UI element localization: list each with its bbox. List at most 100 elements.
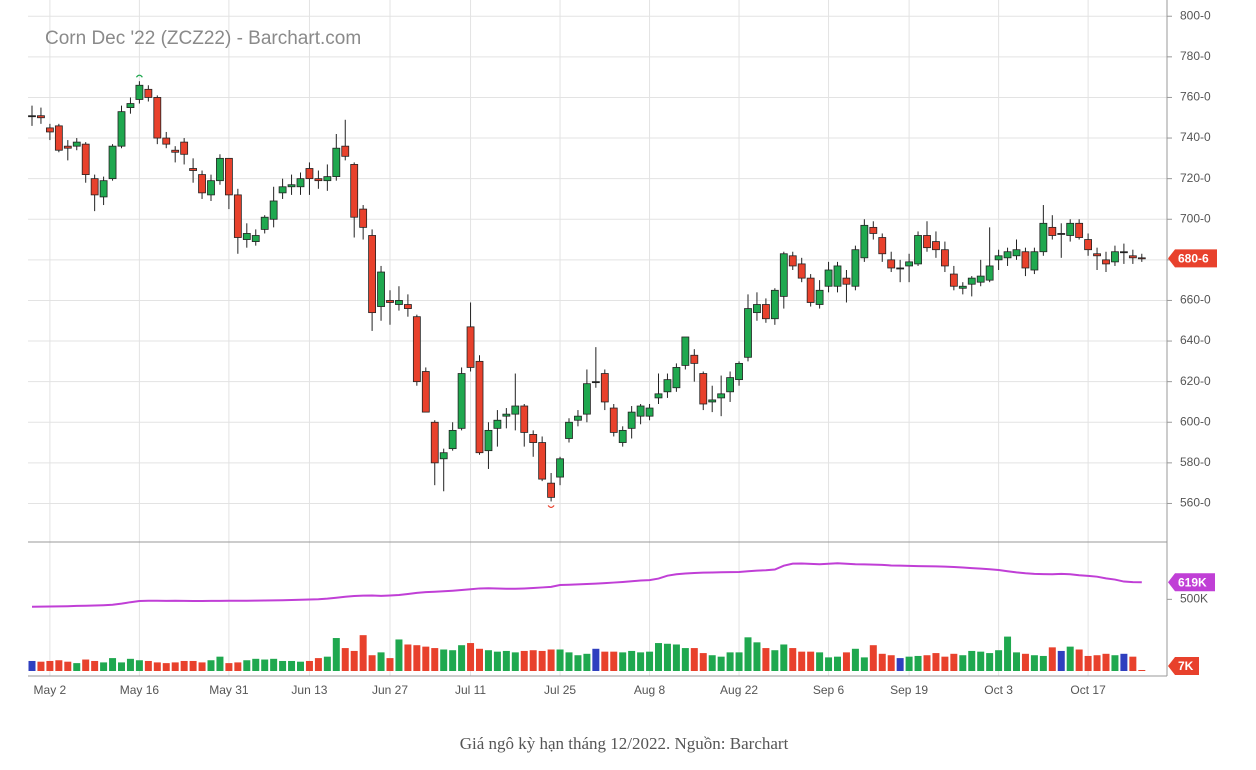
candle-body bbox=[797, 263, 806, 279]
volume-bar bbox=[252, 658, 260, 671]
volume-bar bbox=[153, 662, 161, 671]
candle-body bbox=[180, 141, 189, 155]
candle-body bbox=[627, 411, 636, 429]
candle-body bbox=[726, 377, 734, 393]
candle-body bbox=[609, 407, 618, 433]
volume-bar bbox=[565, 652, 573, 671]
volume-bar bbox=[878, 653, 886, 671]
volume-bar bbox=[64, 661, 72, 671]
candle-body bbox=[368, 235, 377, 314]
candle-body bbox=[251, 235, 260, 242]
candle-body bbox=[905, 261, 913, 267]
volume-bar bbox=[126, 658, 134, 671]
volume-bar bbox=[771, 650, 779, 671]
volume-bar bbox=[834, 656, 841, 671]
volume-bar bbox=[735, 652, 743, 671]
y-tick-label: 640-0 bbox=[1180, 333, 1211, 347]
candle-body bbox=[672, 367, 681, 389]
caption: Giá ngô kỳ hạn tháng 12/2022. Nguồn: Bar… bbox=[460, 734, 789, 753]
volume-bar bbox=[332, 638, 340, 671]
volume-bar bbox=[896, 658, 904, 671]
candle-body bbox=[502, 413, 511, 417]
candle-body bbox=[269, 200, 278, 220]
low-marker bbox=[547, 505, 555, 509]
price-tag-label: 680-6 bbox=[1178, 251, 1209, 265]
candle-body bbox=[1102, 259, 1110, 265]
volume-bar bbox=[1004, 636, 1012, 671]
candle-body bbox=[1039, 222, 1048, 253]
y-tick-label: 660-0 bbox=[1180, 293, 1211, 307]
volume-bar bbox=[413, 645, 421, 671]
candle-body bbox=[412, 316, 421, 383]
volume-bar bbox=[610, 651, 618, 671]
candle-body bbox=[278, 186, 287, 194]
volume-bar bbox=[646, 651, 654, 671]
candle-body bbox=[529, 434, 538, 443]
candle-body bbox=[135, 84, 144, 100]
candle-body bbox=[645, 407, 654, 417]
candle-body bbox=[878, 237, 887, 255]
candle-body bbox=[788, 255, 797, 267]
volume-bar bbox=[574, 655, 582, 671]
candle-body bbox=[1075, 222, 1084, 238]
volume-bar bbox=[171, 662, 179, 671]
candle-body bbox=[475, 360, 484, 454]
volume-bar bbox=[216, 656, 224, 671]
volume-bar bbox=[82, 659, 90, 671]
volume-bar bbox=[869, 645, 877, 671]
candle-body bbox=[395, 300, 403, 305]
volume-bar bbox=[681, 648, 689, 671]
candle-body bbox=[547, 482, 555, 498]
candle-body bbox=[350, 164, 359, 218]
volume-bar bbox=[341, 648, 349, 671]
volume-bar bbox=[529, 650, 537, 671]
volume-bar bbox=[637, 652, 645, 671]
candle-body bbox=[941, 249, 949, 267]
candle-body bbox=[994, 255, 1003, 261]
candle-body bbox=[242, 233, 251, 240]
candle-body bbox=[189, 168, 198, 171]
volume-bar bbox=[753, 642, 761, 671]
volume-bar bbox=[46, 660, 54, 671]
volume-bar bbox=[887, 655, 895, 671]
volume-bar bbox=[100, 662, 108, 671]
candle-body bbox=[1048, 226, 1057, 236]
candle-body bbox=[81, 143, 90, 175]
volume-bar bbox=[1021, 653, 1029, 671]
candle-body bbox=[28, 115, 36, 118]
x-tick-label: Jun 27 bbox=[372, 683, 408, 697]
volume-bar bbox=[583, 653, 591, 671]
volume-bar bbox=[314, 658, 322, 671]
candle-body bbox=[448, 429, 457, 450]
volume-bar bbox=[986, 653, 994, 671]
volume-bar bbox=[288, 660, 296, 671]
candle-body bbox=[1021, 251, 1030, 269]
candle-body bbox=[144, 88, 153, 98]
volume-bar bbox=[1120, 653, 1128, 671]
candle-body bbox=[359, 208, 368, 228]
volume-bar bbox=[968, 650, 976, 671]
volume-bar bbox=[386, 658, 394, 671]
x-tick-label: Jul 25 bbox=[544, 683, 576, 697]
candle-body bbox=[1120, 251, 1128, 254]
candle-body bbox=[762, 304, 770, 320]
volume-bar bbox=[1093, 655, 1101, 671]
volume-bar bbox=[655, 643, 662, 671]
volume-bar bbox=[628, 650, 636, 671]
volume-bar bbox=[780, 644, 788, 671]
volume-bar bbox=[55, 660, 63, 671]
volume-bar bbox=[1030, 655, 1038, 671]
x-tick-label: Aug 8 bbox=[634, 683, 666, 697]
candle-body bbox=[108, 145, 117, 180]
candle-body bbox=[815, 289, 824, 305]
volume-bar bbox=[189, 660, 197, 671]
candle-body bbox=[403, 304, 412, 309]
volume-bar bbox=[744, 637, 752, 671]
candle-body bbox=[54, 125, 63, 151]
volume-bar bbox=[162, 663, 170, 671]
candle-body bbox=[1137, 257, 1146, 260]
volume-bar bbox=[109, 658, 117, 671]
candle-body bbox=[386, 300, 394, 303]
